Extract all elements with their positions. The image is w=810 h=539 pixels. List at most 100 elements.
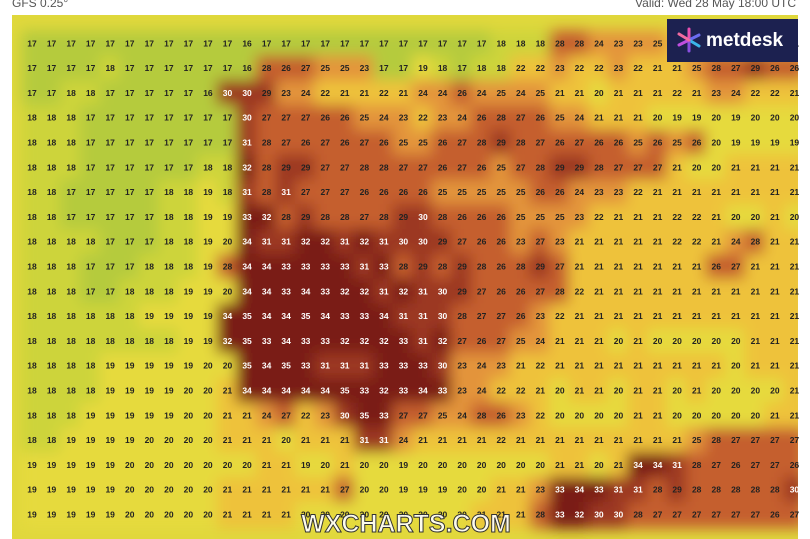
- temp-value: 19: [164, 361, 174, 371]
- temp-cell: [725, 328, 747, 355]
- temp-cell: [705, 427, 728, 455]
- temp-value: 27: [712, 460, 722, 470]
- temp-cell: [314, 452, 337, 479]
- temp-cell: [627, 377, 649, 405]
- temp-value: 21: [555, 336, 565, 346]
- temp-value: 21: [692, 261, 702, 271]
- temp-cell: [118, 377, 141, 405]
- temp-value: 18: [27, 410, 37, 420]
- temp-value: 18: [164, 261, 174, 271]
- temp-value: 21: [575, 237, 585, 247]
- temp-value: 23: [594, 187, 604, 197]
- temp-cell: [666, 129, 688, 157]
- temp-value: 27: [340, 187, 350, 197]
- temp-cell: [705, 353, 728, 380]
- temp-value: 18: [27, 237, 37, 247]
- temp-value: 21: [633, 113, 643, 123]
- temp-cell: [470, 303, 493, 331]
- temp-value: 33: [360, 385, 370, 395]
- temp-cell: [607, 55, 630, 83]
- temp-cell: [451, 129, 473, 157]
- temp-cell: [158, 377, 180, 405]
- temp-cell: [783, 204, 798, 231]
- temp-cell: [99, 154, 121, 182]
- temp-value: 17: [125, 88, 135, 98]
- temp-value: 19: [692, 113, 702, 123]
- temp-cell: [725, 204, 747, 231]
- temp-cell: [197, 303, 219, 331]
- temp-value: 18: [47, 113, 57, 123]
- temp-cell: [509, 303, 532, 331]
- temp-cell: [764, 501, 786, 529]
- temp-cell: [783, 80, 798, 107]
- temp-cell: [568, 353, 591, 380]
- temp-cell: [373, 452, 395, 479]
- temp-value: 26: [340, 137, 350, 147]
- temp-value: 25: [477, 187, 487, 197]
- temp-cell: [627, 477, 649, 504]
- temp-cell: [509, 154, 532, 182]
- temp-cell: [275, 55, 297, 83]
- temp-value: 21: [496, 509, 506, 519]
- temp-cell: [470, 353, 493, 380]
- temp-cell: [118, 328, 141, 355]
- temp-value: 18: [27, 311, 37, 321]
- temp-value: 20: [164, 435, 174, 445]
- temp-cell: [216, 427, 239, 455]
- temp-value: 28: [712, 435, 722, 445]
- temp-value: 24: [457, 113, 467, 123]
- temp-value: 21: [262, 485, 272, 495]
- temp-cell: [412, 55, 434, 83]
- temp-value: 20: [477, 460, 487, 470]
- temp-value: 17: [66, 187, 76, 197]
- temp-value: 27: [281, 137, 291, 147]
- temp-cell: [490, 129, 512, 157]
- temp-cell: [470, 129, 493, 157]
- temp-cell: [294, 427, 317, 455]
- temp-cell: [40, 129, 63, 157]
- temp-cell: [588, 30, 610, 58]
- temp-cell: [666, 477, 688, 504]
- temp-cell: [490, 427, 512, 455]
- temp-value: 28: [633, 509, 643, 519]
- temp-cell: [783, 452, 798, 479]
- temp-value: 27: [731, 261, 741, 271]
- temp-value: 22: [536, 361, 546, 371]
- temp-value: 21: [594, 435, 604, 445]
- temp-cell: [549, 427, 571, 455]
- temp-cell: [509, 229, 532, 256]
- temp-value: 19: [125, 385, 135, 395]
- temp-value: 21: [555, 361, 565, 371]
- temp-value: 21: [242, 435, 252, 445]
- temp-cell: [118, 427, 141, 455]
- temp-value: 17: [164, 88, 174, 98]
- temp-value: 21: [399, 88, 409, 98]
- temp-cell: [275, 377, 297, 405]
- temp-cell: [60, 179, 82, 207]
- temp-cell: [314, 328, 337, 355]
- temp-value: 34: [281, 385, 291, 395]
- temp-value: 21: [614, 361, 624, 371]
- temp-cell: [197, 328, 219, 355]
- temp-value: 19: [731, 113, 741, 123]
- temp-cell: [255, 377, 278, 405]
- temp-cell: [705, 278, 728, 306]
- temp-cell: [99, 129, 121, 157]
- temp-cell: [529, 353, 552, 380]
- temp-value: 17: [125, 261, 135, 271]
- temp-cell: [627, 80, 649, 107]
- temp-value: 26: [536, 113, 546, 123]
- temp-cell: [588, 278, 610, 306]
- temp-cell: [783, 477, 798, 504]
- temp-cell: [158, 229, 180, 256]
- temp-value: 19: [731, 137, 741, 147]
- temp-value: 24: [301, 88, 311, 98]
- temp-cell: [255, 229, 278, 256]
- temp-cell: [470, 55, 493, 83]
- temp-cell: [685, 179, 708, 207]
- temp-cell: [197, 377, 219, 405]
- temp-value: 21: [262, 509, 272, 519]
- temp-value: 34: [242, 237, 252, 247]
- temp-value: 21: [672, 286, 682, 296]
- temp-value: 28: [438, 261, 448, 271]
